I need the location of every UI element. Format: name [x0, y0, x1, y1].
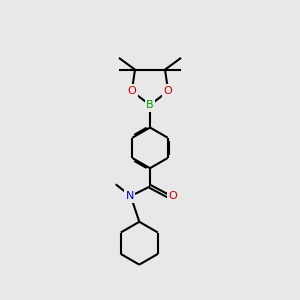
Text: O: O	[128, 86, 136, 96]
Text: B: B	[146, 100, 154, 110]
Text: N: N	[125, 191, 134, 201]
Text: O: O	[164, 86, 172, 96]
Text: O: O	[169, 191, 177, 201]
